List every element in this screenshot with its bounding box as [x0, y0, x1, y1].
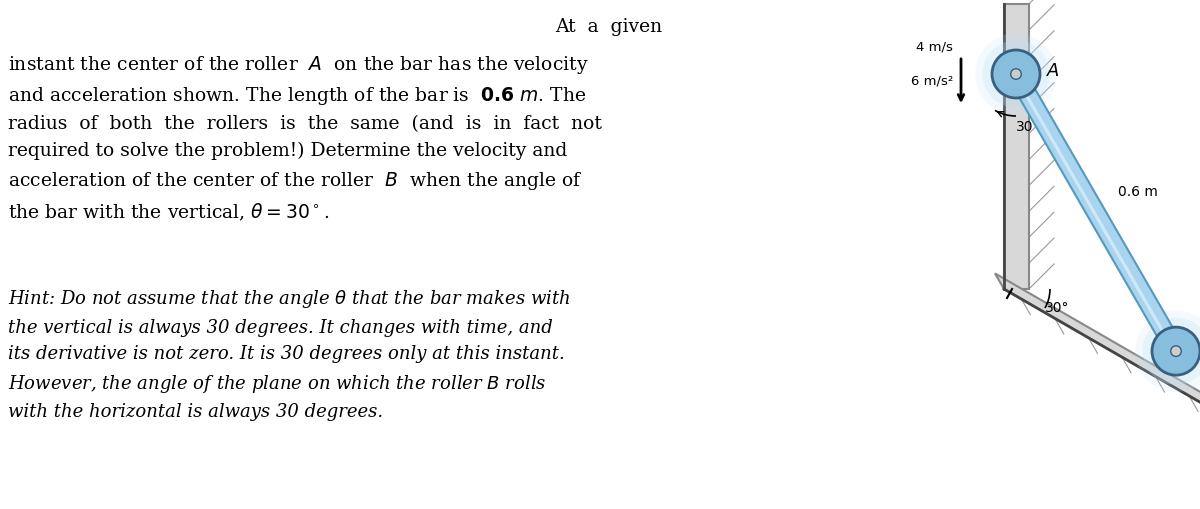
Circle shape	[976, 34, 1057, 116]
Circle shape	[1152, 327, 1200, 376]
Text: instant the center of the roller  $A$  on the bar has the velocity
and accelerat: instant the center of the roller $A$ on …	[8, 53, 602, 223]
Text: 4 m/s: 4 m/s	[916, 40, 953, 53]
Bar	[1004, 5, 1030, 290]
Text: 6 m/s²: 6 m/s²	[911, 75, 953, 88]
Text: 30°: 30°	[1045, 300, 1069, 315]
Circle shape	[983, 41, 1050, 108]
Circle shape	[992, 51, 1040, 99]
Circle shape	[1135, 310, 1200, 392]
Text: Hint: Do not assume that the angle $\theta$ that the bar makes with
the vertical: Hint: Do not assume that the angle $\the…	[8, 288, 570, 420]
Text: $A$: $A$	[1046, 62, 1060, 80]
Circle shape	[1142, 318, 1200, 385]
Polygon shape	[1008, 70, 1183, 356]
Text: 30°: 30°	[1015, 120, 1040, 134]
Circle shape	[1171, 346, 1181, 357]
Text: 0.6 m: 0.6 m	[1118, 184, 1158, 198]
Circle shape	[1010, 70, 1021, 80]
Polygon shape	[1013, 75, 1176, 353]
Polygon shape	[995, 274, 1200, 464]
Text: At  a  given: At a given	[556, 18, 662, 36]
